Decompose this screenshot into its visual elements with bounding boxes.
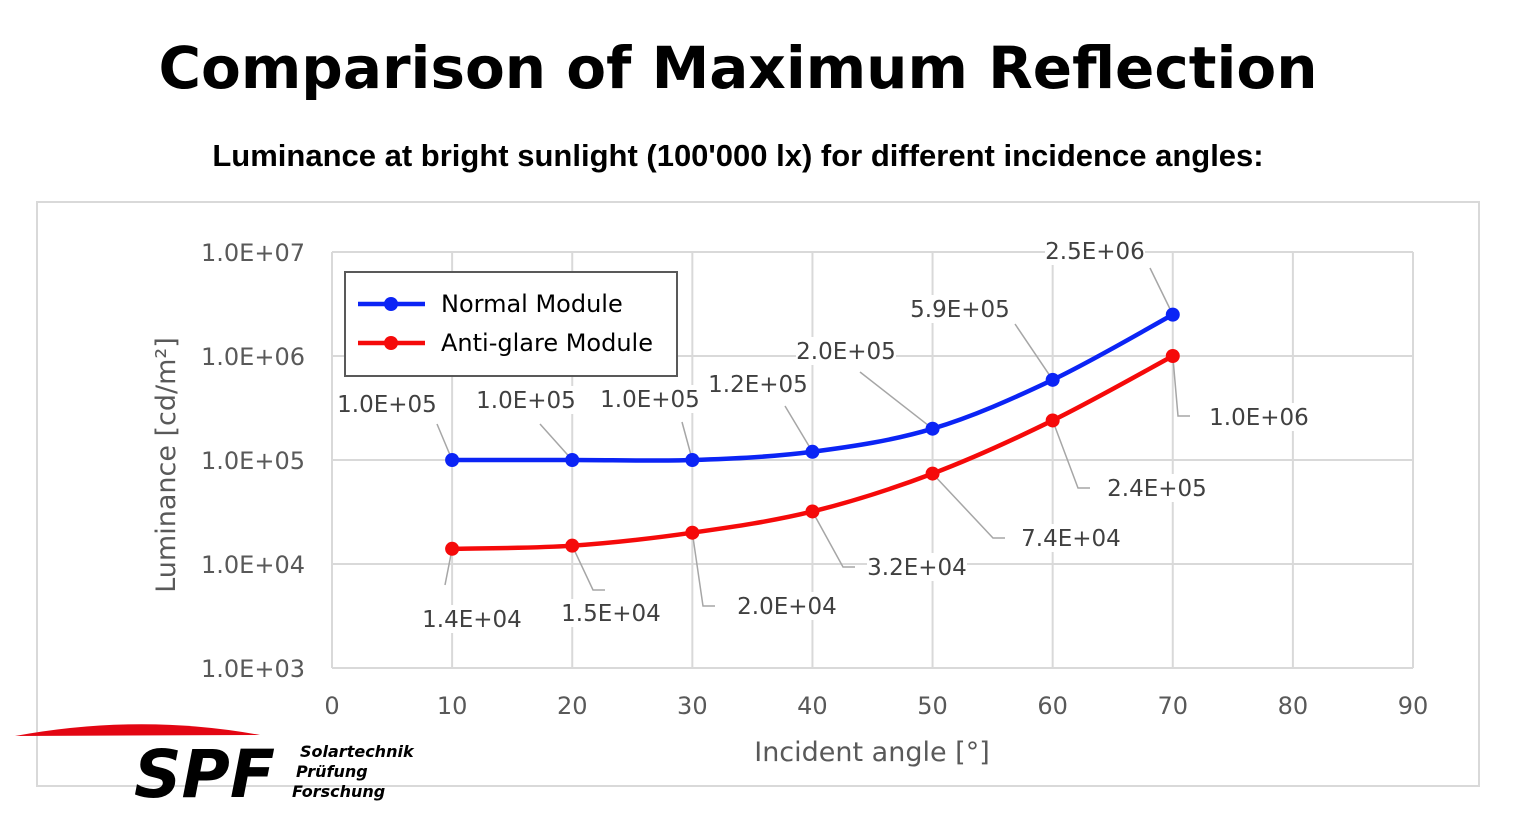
logo-line3: Forschung xyxy=(292,782,385,801)
data-point xyxy=(685,525,700,540)
x-tick-label: 50 xyxy=(917,692,948,720)
data-label-bg xyxy=(1209,403,1309,431)
data-point xyxy=(1165,349,1180,363)
leader-line xyxy=(539,423,573,461)
x-tick-label: 20 xyxy=(557,692,588,720)
y-axis-label: Luminance [cd/m²] xyxy=(151,337,182,593)
x-tick-label: 70 xyxy=(1158,692,1189,720)
data-label-bg xyxy=(1021,524,1121,552)
legend-swatch-marker xyxy=(384,336,398,350)
data-label: 1.2E+05 xyxy=(708,372,808,398)
data-label: 2.0E+04 xyxy=(737,594,837,620)
legend-label: Normal Module xyxy=(441,290,623,318)
logo-line2: Prüfung xyxy=(296,762,368,781)
legend-label: Anti-glare Module xyxy=(441,329,653,357)
chart-frame xyxy=(36,201,1480,787)
y-tick-label: 1.0E+05 xyxy=(201,447,305,475)
y-tick-label: 1.0E+04 xyxy=(201,551,305,579)
y-tick-label: 1.0E+07 xyxy=(201,239,305,267)
data-label-bg xyxy=(796,337,896,365)
data-label: 1.4E+04 xyxy=(422,607,522,633)
data-label: 2.0E+05 xyxy=(796,339,896,365)
leader-line xyxy=(1172,355,1190,417)
data-point xyxy=(565,538,580,553)
data-label: 1.5E+04 xyxy=(561,601,661,627)
legend-box xyxy=(344,271,678,377)
leader-line xyxy=(811,511,855,568)
data-point xyxy=(685,453,700,467)
leader-line xyxy=(932,473,1005,539)
data-label: 3.2E+04 xyxy=(867,555,967,581)
x-tick-label: 60 xyxy=(1037,692,1068,720)
data-label-bg xyxy=(337,390,437,418)
leader-line xyxy=(859,371,934,430)
x-tick-label: 10 xyxy=(437,692,468,720)
spf-logo: SPF Solartechnik Prüfung Forschung xyxy=(15,724,415,813)
leader-line xyxy=(1149,267,1174,315)
data-point xyxy=(1045,413,1060,428)
data-label-bg xyxy=(737,592,837,620)
logo-arc xyxy=(15,724,260,736)
leader-line xyxy=(571,545,605,591)
logo-spf: SPF xyxy=(134,736,275,813)
leader-line xyxy=(784,405,814,453)
data-label: 2.5E+06 xyxy=(1045,239,1145,265)
data-point xyxy=(445,541,460,556)
leader-line xyxy=(1014,323,1054,381)
data-point xyxy=(925,466,940,481)
data-label-bg xyxy=(910,295,1010,323)
data-label-bg xyxy=(867,553,967,581)
leader-line xyxy=(1051,420,1090,489)
data-point xyxy=(1045,372,1060,387)
data-label: 1.0E+05 xyxy=(476,388,576,414)
legend-swatch-marker xyxy=(384,297,398,311)
x-tick-label: 0 xyxy=(324,692,339,720)
data-label-bg xyxy=(561,599,661,627)
data-label: 5.9E+05 xyxy=(910,297,1010,323)
data-label: 1.0E+06 xyxy=(1209,405,1309,431)
x-tick-label: 90 xyxy=(1398,692,1429,720)
data-point xyxy=(565,453,580,467)
data-point xyxy=(445,453,460,467)
leader-line xyxy=(691,532,715,607)
data-point xyxy=(805,504,820,519)
chart-subtitle: Luminance at bright sunlight (100'000 lx… xyxy=(212,138,1264,173)
x-tick-label: 80 xyxy=(1278,692,1309,720)
data-label-bg xyxy=(476,386,576,414)
data-label-bg xyxy=(1107,474,1207,502)
x-tick-label: 30 xyxy=(677,692,708,720)
page-title: Comparison of Maximum Reflection xyxy=(158,34,1318,102)
x-axis-label: Incident angle [°] xyxy=(754,737,990,768)
y-tick-label: 1.0E+06 xyxy=(201,343,305,371)
data-point xyxy=(1165,307,1180,322)
data-label: 1.0E+05 xyxy=(600,387,700,413)
data-label-bg xyxy=(1045,237,1145,265)
y-tick-label: 1.0E+03 xyxy=(201,655,305,683)
data-label: 1.0E+05 xyxy=(337,392,437,418)
data-label-bg xyxy=(600,385,700,413)
data-point xyxy=(925,421,940,436)
x-tick-label: 40 xyxy=(797,692,828,720)
data-label: 2.4E+05 xyxy=(1107,476,1207,502)
data-label: 7.4E+04 xyxy=(1021,526,1121,552)
data-point xyxy=(805,444,820,459)
logo-line1: Solartechnik xyxy=(300,742,415,761)
data-label-bg xyxy=(422,605,522,633)
data-label-bg xyxy=(708,370,808,398)
